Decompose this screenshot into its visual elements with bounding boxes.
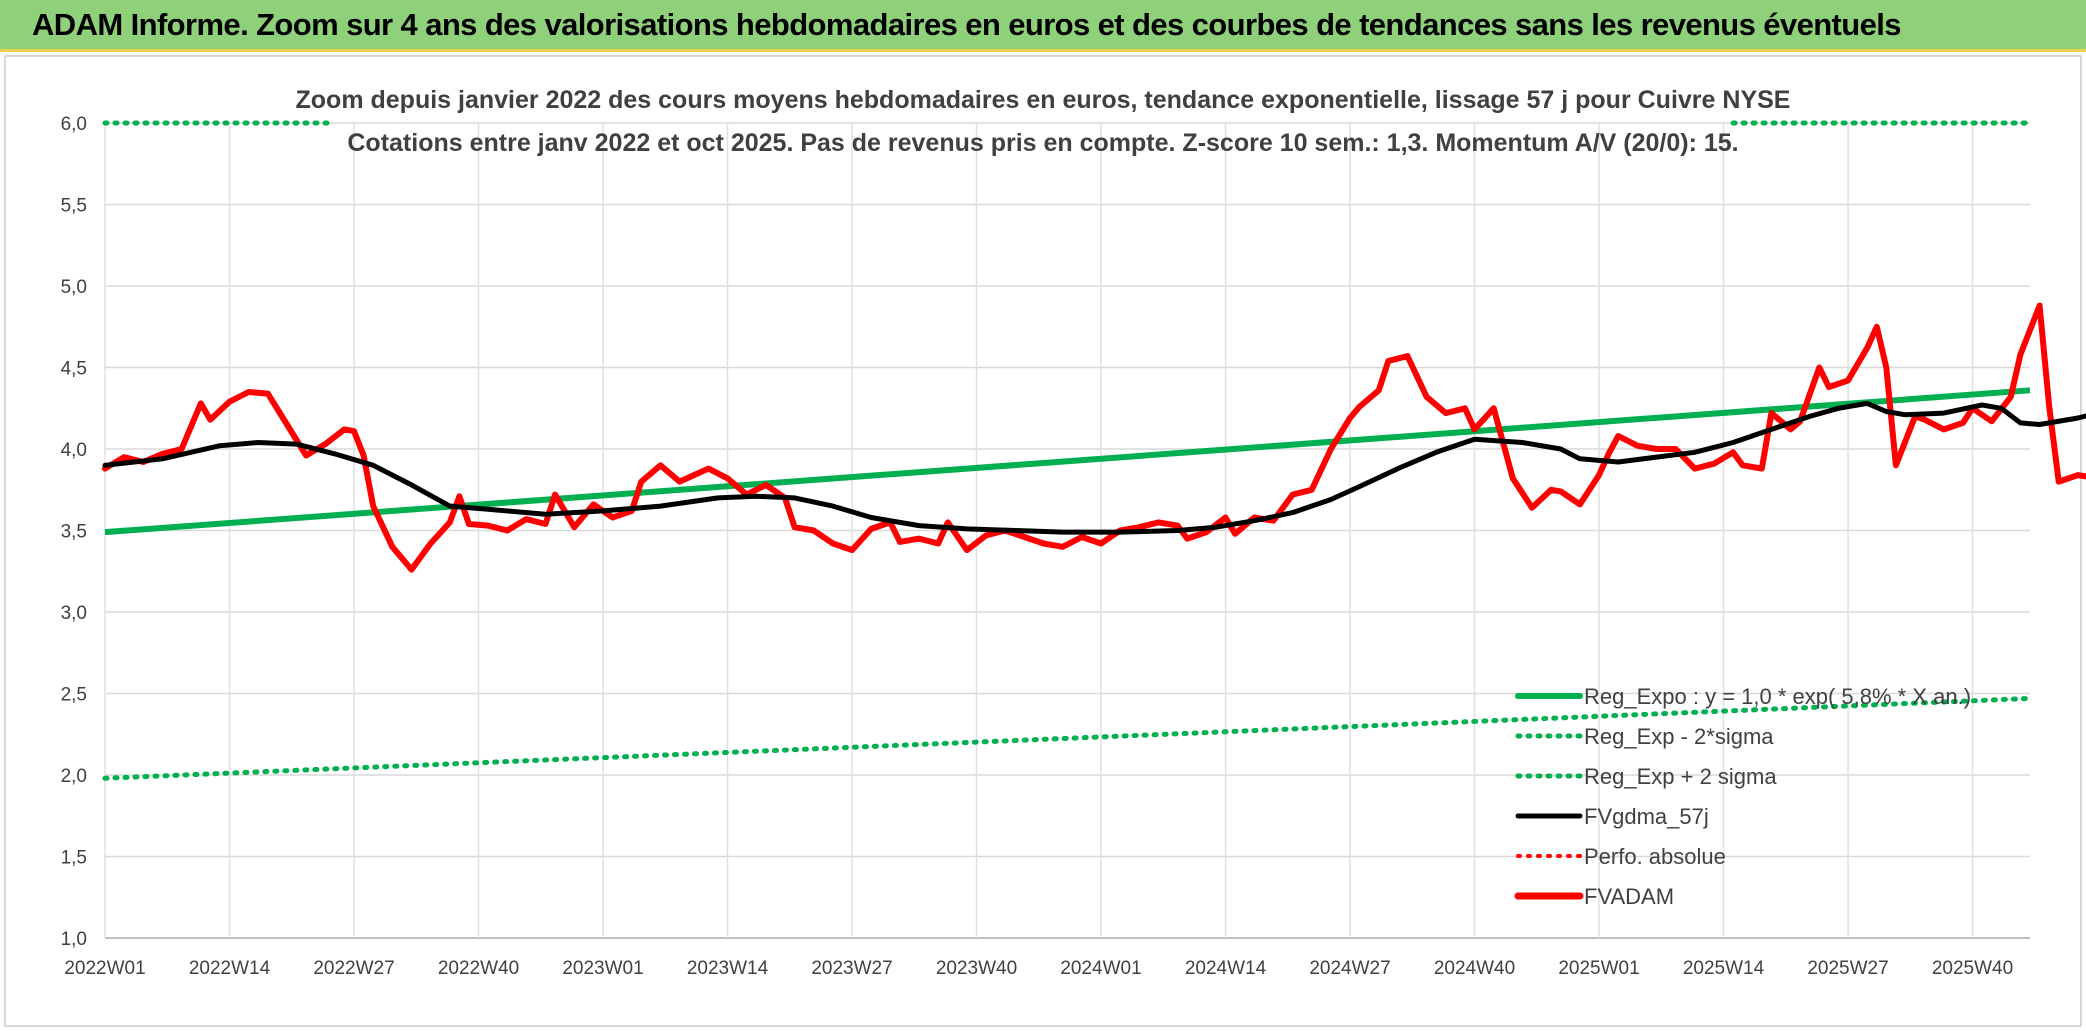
series-reg-exp-minus-2sigma bbox=[102, 695, 2033, 781]
y-tick-label: 3,0 bbox=[61, 603, 87, 624]
x-tick-label: 2022W27 bbox=[313, 958, 394, 979]
y-tick-label: 5,5 bbox=[61, 196, 87, 217]
y-tick-label: 4,0 bbox=[61, 440, 87, 461]
x-tick-label: 2022W14 bbox=[189, 958, 271, 979]
y-tick-label: 1,5 bbox=[61, 848, 87, 869]
x-tick-label: 2023W14 bbox=[687, 958, 769, 979]
legend-label: Reg_Exp - 2*sigma bbox=[1584, 724, 1774, 749]
x-tick-label: 2024W40 bbox=[1434, 958, 1515, 979]
legend-item: Reg_Exp + 2 sigma bbox=[1515, 764, 1777, 789]
x-tick-label: 2022W01 bbox=[64, 958, 145, 979]
x-tick-label: 2024W27 bbox=[1309, 958, 1390, 979]
x-axis-ticks: 2022W01 2022W14 2022W27 2022W40 2023W01 2023W… bbox=[64, 958, 2013, 979]
x-tick-label: 2023W27 bbox=[811, 958, 892, 979]
y-tick-label: 2,5 bbox=[61, 685, 87, 706]
x-tick-label: 2023W40 bbox=[936, 958, 1017, 979]
legend-item: FVADAM bbox=[1514, 884, 1674, 909]
legend-label: FVgdma_57j bbox=[1584, 804, 1709, 829]
legend-label: Reg_Expo : y = 1,0 * exp( 5,8% * X an.) bbox=[1584, 684, 1971, 709]
legend: Reg_Expo : y = 1,0 * exp( 5,8% * X an.) R… bbox=[1514, 684, 1971, 909]
x-tick-label: 2022W40 bbox=[438, 958, 519, 979]
legend-label: Perfo. absolue bbox=[1584, 844, 1726, 869]
y-tick-label: 4,5 bbox=[61, 359, 87, 380]
legend-item: FVgdma_57j bbox=[1515, 804, 1709, 829]
legend-item: Reg_Expo : y = 1,0 * exp( 5,8% * X an.) bbox=[1515, 684, 1971, 709]
chart-title-line2: Cotations entre janv 2022 et oct 2025. P… bbox=[347, 129, 1738, 157]
y-tick-label: 5,0 bbox=[61, 277, 87, 298]
x-tick-label: 2025W01 bbox=[1558, 958, 1639, 979]
series-reg-expo bbox=[104, 387, 2031, 536]
y-tick-label: 2,0 bbox=[61, 766, 87, 787]
report-title: ADAM Informe. Zoom sur 4 ans des valoris… bbox=[32, 7, 1902, 42]
legend-label: Reg_Exp + 2 sigma bbox=[1584, 764, 1777, 789]
x-tick-label: 2023W01 bbox=[562, 958, 643, 979]
x-tick-label: 2025W27 bbox=[1807, 958, 1888, 979]
plot-area-border bbox=[4, 55, 2082, 1027]
series-fvadam bbox=[102, 302, 2086, 573]
legend-item: Reg_Exp - 2*sigma bbox=[1515, 724, 1774, 749]
report-banner: ADAM Informe. Zoom sur 4 ans des valoris… bbox=[0, 0, 2086, 52]
legend-item: Perfo. absolue bbox=[1516, 844, 1726, 869]
y-tick-label: 1,0 bbox=[61, 929, 87, 950]
x-tick-label: 2024W01 bbox=[1060, 958, 1141, 979]
series-fvgdma-57j bbox=[102, 400, 2086, 535]
y-tick-label: 6,0 bbox=[61, 114, 87, 135]
chart-title-line1: Zoom depuis janvier 2022 des cours moyen… bbox=[296, 86, 1791, 114]
x-tick-label: 2025W40 bbox=[1932, 958, 2013, 979]
y-tick-label: 3,5 bbox=[61, 522, 87, 543]
x-tick-label: 2024W14 bbox=[1185, 958, 1267, 979]
series-layer bbox=[102, 120, 2086, 781]
x-tick-label: 2025W14 bbox=[1683, 958, 1765, 979]
legend-label: FVADAM bbox=[1584, 884, 1674, 909]
gridlines bbox=[104, 122, 2030, 939]
y-axis-ticks: 1,0 1,5 2,0 2,5 3,0 3,5 4,0 4,5 5,0 5,5 6,0 bbox=[61, 114, 87, 950]
